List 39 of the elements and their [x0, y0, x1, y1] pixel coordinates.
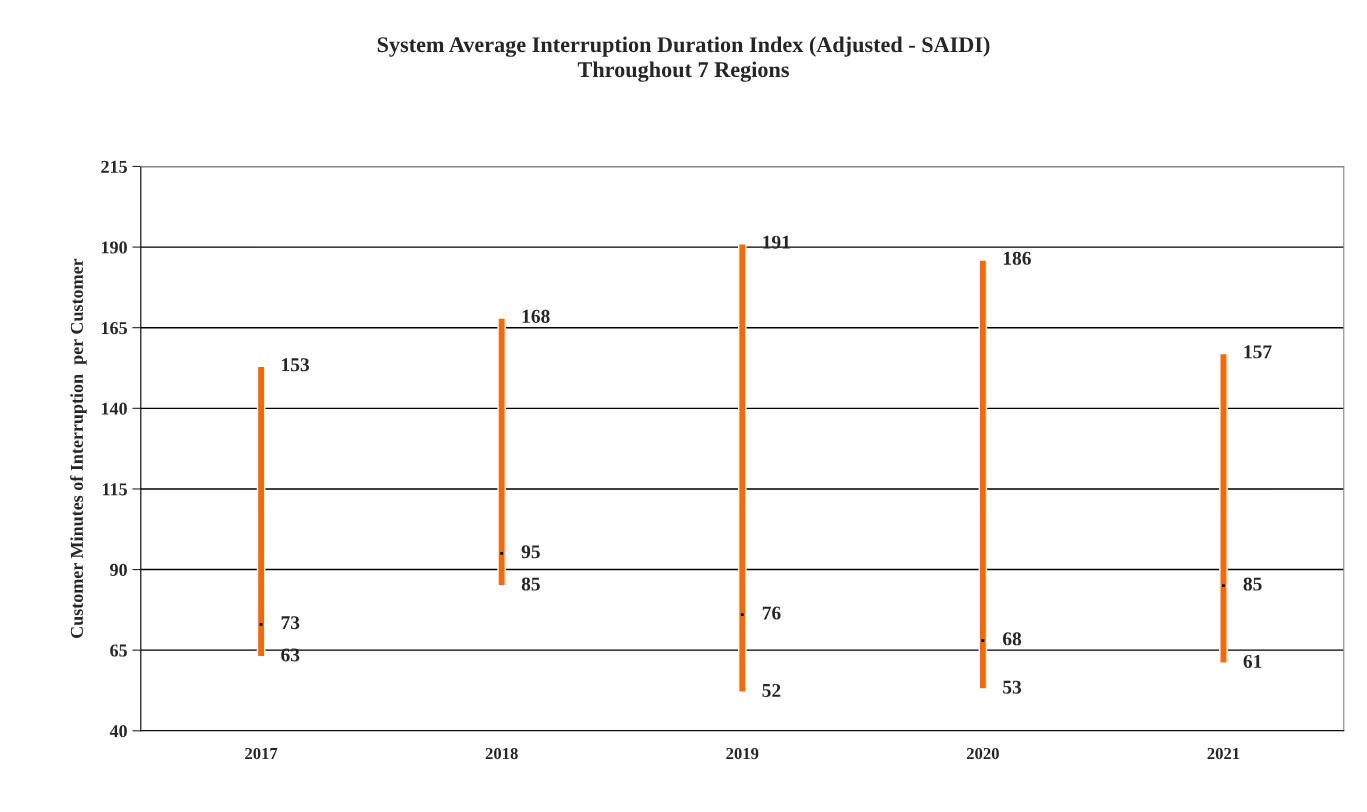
annotation: 68 — [1002, 632, 1022, 646]
annotation: 53 — [1003, 680, 1022, 694]
annotation: 157 — [1244, 345, 1272, 359]
bar — [256, 365, 266, 658]
y-tick-label: 40 — [109, 725, 127, 738]
annotation: 73 — [281, 616, 300, 630]
point — [1222, 584, 1225, 588]
point — [981, 639, 985, 642]
point — [740, 613, 744, 617]
bar — [978, 259, 988, 690]
y-tick-label: 215 — [101, 160, 127, 173]
annotation: 95 — [521, 545, 540, 559]
point — [500, 552, 504, 555]
y-tick-label: 190 — [101, 241, 127, 254]
annotation: 168 — [522, 309, 550, 323]
y-tick-label: 115 — [102, 483, 127, 496]
y-tick-label: 65 — [110, 644, 127, 657]
x-tick-label: 2021 — [1207, 747, 1240, 760]
y-axis-title: Customer Minutes of Interruption per Customer — [70, 258, 87, 638]
annotation: 61 — [1243, 654, 1262, 668]
y-tick-label: 90 — [110, 563, 127, 576]
annotation: 76 — [762, 606, 781, 620]
annotation: 63 — [281, 648, 300, 662]
x-tick-label: 2018 — [485, 747, 518, 760]
y-tick-label: 165 — [101, 322, 127, 335]
chart-title: System Average Interruption Duration Index (Adjusted - SAIDI) Throughout 7 Regions — [377, 36, 990, 82]
bar — [1219, 352, 1228, 664]
bar — [497, 317, 506, 587]
annotation: 186 — [1003, 251, 1031, 265]
annotation: 85 — [521, 577, 540, 591]
x-tick-label: 2019 — [726, 747, 759, 760]
bar — [737, 243, 747, 693]
annotation: 85 — [1243, 577, 1262, 591]
annotation: 52 — [762, 683, 781, 697]
x-tick-label: 2017 — [245, 747, 278, 760]
y-tick-label: 140 — [101, 402, 127, 415]
x-tick-label: 2020 — [966, 747, 999, 760]
annotation: 153 — [282, 358, 310, 372]
annotation: 191 — [763, 235, 790, 249]
